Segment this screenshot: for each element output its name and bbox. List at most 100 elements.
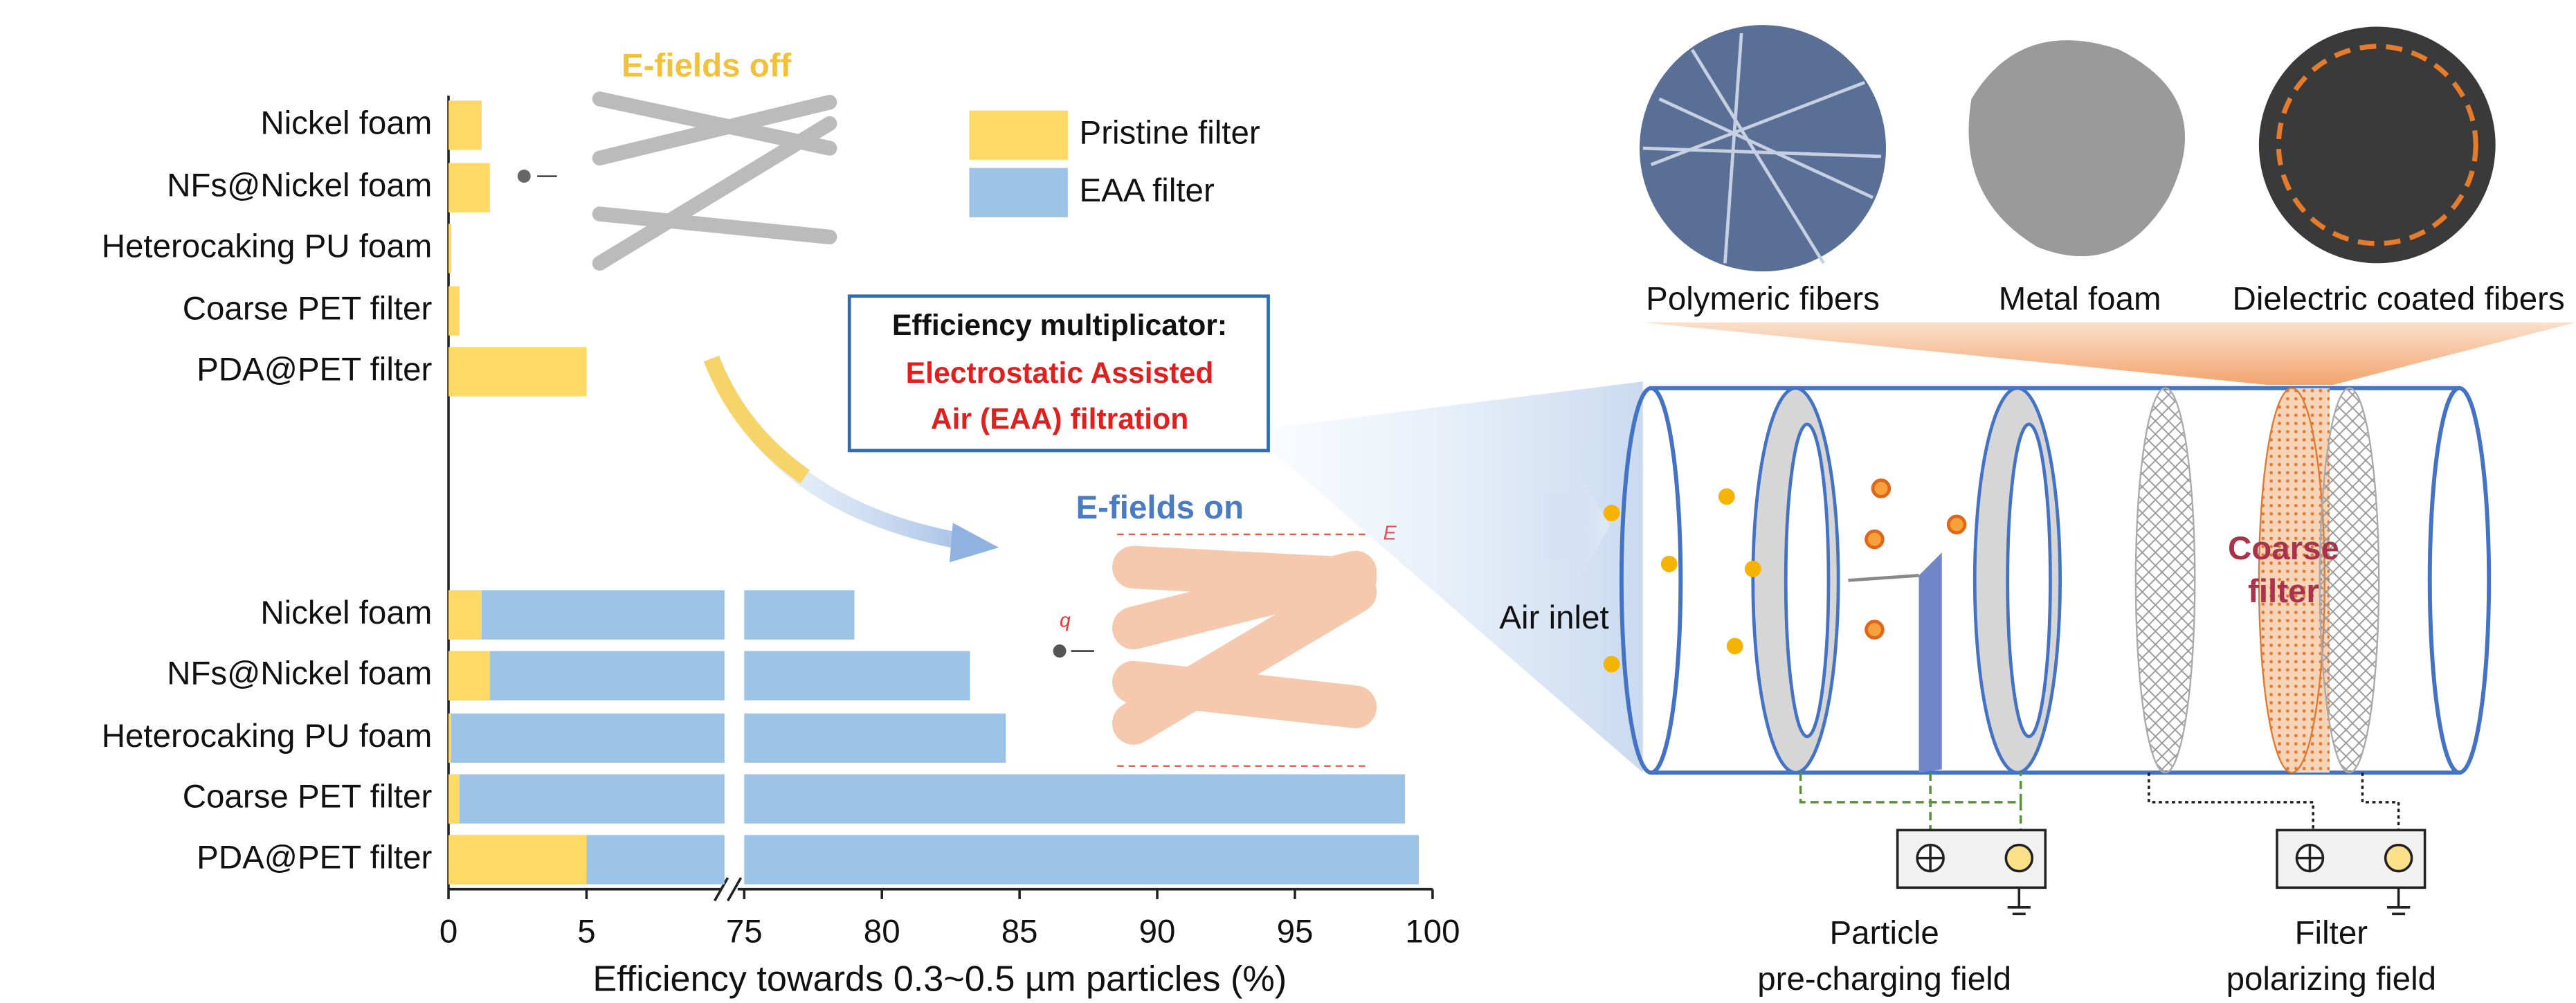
bar-segment <box>744 651 970 701</box>
fan <box>1642 322 2576 385</box>
legend-swatch <box>969 168 1068 217</box>
material-label: Metal foam <box>1999 280 2161 317</box>
bar-segment <box>448 224 452 273</box>
inlet-arrow <box>1544 476 1611 576</box>
transition-arrow <box>703 355 810 484</box>
bar-segment <box>448 347 587 397</box>
bar <box>448 347 587 397</box>
x-tick-label: 90 <box>1139 913 1176 950</box>
particle <box>1053 644 1067 658</box>
bar <box>448 590 482 640</box>
material-texture <box>1642 33 1881 264</box>
charge-symbol: q <box>1060 609 1071 631</box>
bar-segment <box>448 100 482 150</box>
fiber-sketch <box>592 91 837 271</box>
bar-segment <box>448 286 460 336</box>
legend-swatch <box>969 110 1068 160</box>
field-label: Particle <box>1830 915 1939 952</box>
x-axis-title: Efficiency towards 0.3~0.5 µm particles … <box>592 959 1287 999</box>
mesh-filter <box>2134 387 2196 774</box>
particle <box>517 170 531 183</box>
callout-box <box>847 294 1270 453</box>
bar-segment <box>744 713 1006 763</box>
filter-label: filter <box>2248 573 2319 610</box>
bar <box>448 835 587 885</box>
callout-title: Efficiency multiplicator: <box>892 309 1227 342</box>
arrow-head <box>950 523 999 563</box>
bar <box>448 713 1006 763</box>
field-label: Filter <box>2295 915 2368 952</box>
material-label: Polymeric fibers <box>1646 280 1880 317</box>
wiring <box>1799 772 2400 831</box>
bar <box>448 651 490 701</box>
bar-segment <box>448 651 490 701</box>
legend-label: Pristine filter <box>1080 115 1260 152</box>
annotation: E-fields on <box>1076 489 1244 526</box>
mesh-filter <box>2319 387 2380 774</box>
x-tick-label: 95 <box>1277 913 1314 950</box>
bar-segment <box>448 835 587 885</box>
annotation: E-fields off <box>622 47 791 84</box>
x-tick-label: 80 <box>864 913 900 950</box>
fiber-sketch <box>1112 545 1377 745</box>
bar <box>448 590 855 640</box>
material-texture <box>2276 44 2478 246</box>
material-image <box>2258 26 2496 264</box>
axis-break <box>714 877 743 902</box>
needle-tip <box>1848 573 1919 582</box>
y-tick-label: PDA@PET filter <box>197 352 432 388</box>
y-tick-label: PDA@PET filter <box>197 840 432 876</box>
bar <box>448 286 460 336</box>
field-label: polarizing field <box>2226 961 2436 997</box>
bar-segment <box>448 590 725 640</box>
bar <box>448 713 452 763</box>
bar <box>448 224 452 273</box>
bar-segment <box>448 163 490 213</box>
bar-segment <box>448 713 452 763</box>
y-tick-label: NFs@Nickel foam <box>167 656 432 692</box>
bar-segment <box>448 590 482 640</box>
y-tick-label: Heterocaking PU foam <box>102 228 433 264</box>
y-tick-label: Heterocaking PU foam <box>102 718 433 754</box>
bar <box>448 100 482 150</box>
field-label: pre-charging field <box>1757 961 2011 997</box>
filter-label: Coarse <box>2228 530 2339 567</box>
y-tick-label: NFs@Nickel foam <box>167 168 432 204</box>
power-supply <box>1896 829 2427 916</box>
legend-label: EAA filter <box>1080 172 1215 209</box>
bar-segment <box>744 590 855 640</box>
bar-segment <box>448 774 725 824</box>
chart: 0 5 75 80 85 90 95 100 Nickel foam Nickel foam NFs… <box>102 96 1460 950</box>
field-line <box>1117 533 1367 767</box>
bar <box>448 774 460 824</box>
y-tick-label: Coarse PET filter <box>183 291 433 327</box>
y-tick-label: Coarse PET filter <box>183 779 433 815</box>
bar <box>448 163 490 213</box>
x-tick-label: 100 <box>1405 913 1460 950</box>
x-tick-label: 0 <box>439 913 457 950</box>
bar <box>448 651 970 701</box>
particles <box>1603 488 1761 673</box>
callout-line: Air (EAA) filtration <box>931 402 1189 435</box>
bar <box>448 774 1406 824</box>
x-tick-label: 85 <box>1001 913 1038 950</box>
y-tick-label: Nickel foam <box>260 105 432 141</box>
x-tick-label: 5 <box>577 913 595 950</box>
bar-segment <box>448 774 460 824</box>
needle-electrode <box>1919 552 1942 773</box>
bar-segment <box>448 713 725 763</box>
y-tick-label: Nickel foam <box>260 595 432 631</box>
bar-segment <box>744 835 1419 885</box>
bar <box>448 835 1419 885</box>
x-tick-label: 75 <box>726 913 763 950</box>
charged-particles <box>1865 478 1967 640</box>
beam <box>1249 381 1643 773</box>
electrode-ring <box>1751 386 2062 775</box>
callout-line: Electrostatic Assisted <box>906 356 1214 390</box>
bar-segment <box>448 651 725 701</box>
material-image <box>1968 40 2186 257</box>
inlet-label: Air inlet <box>1499 599 1608 636</box>
material-label: Dielectric coated fibers <box>2233 280 2565 317</box>
